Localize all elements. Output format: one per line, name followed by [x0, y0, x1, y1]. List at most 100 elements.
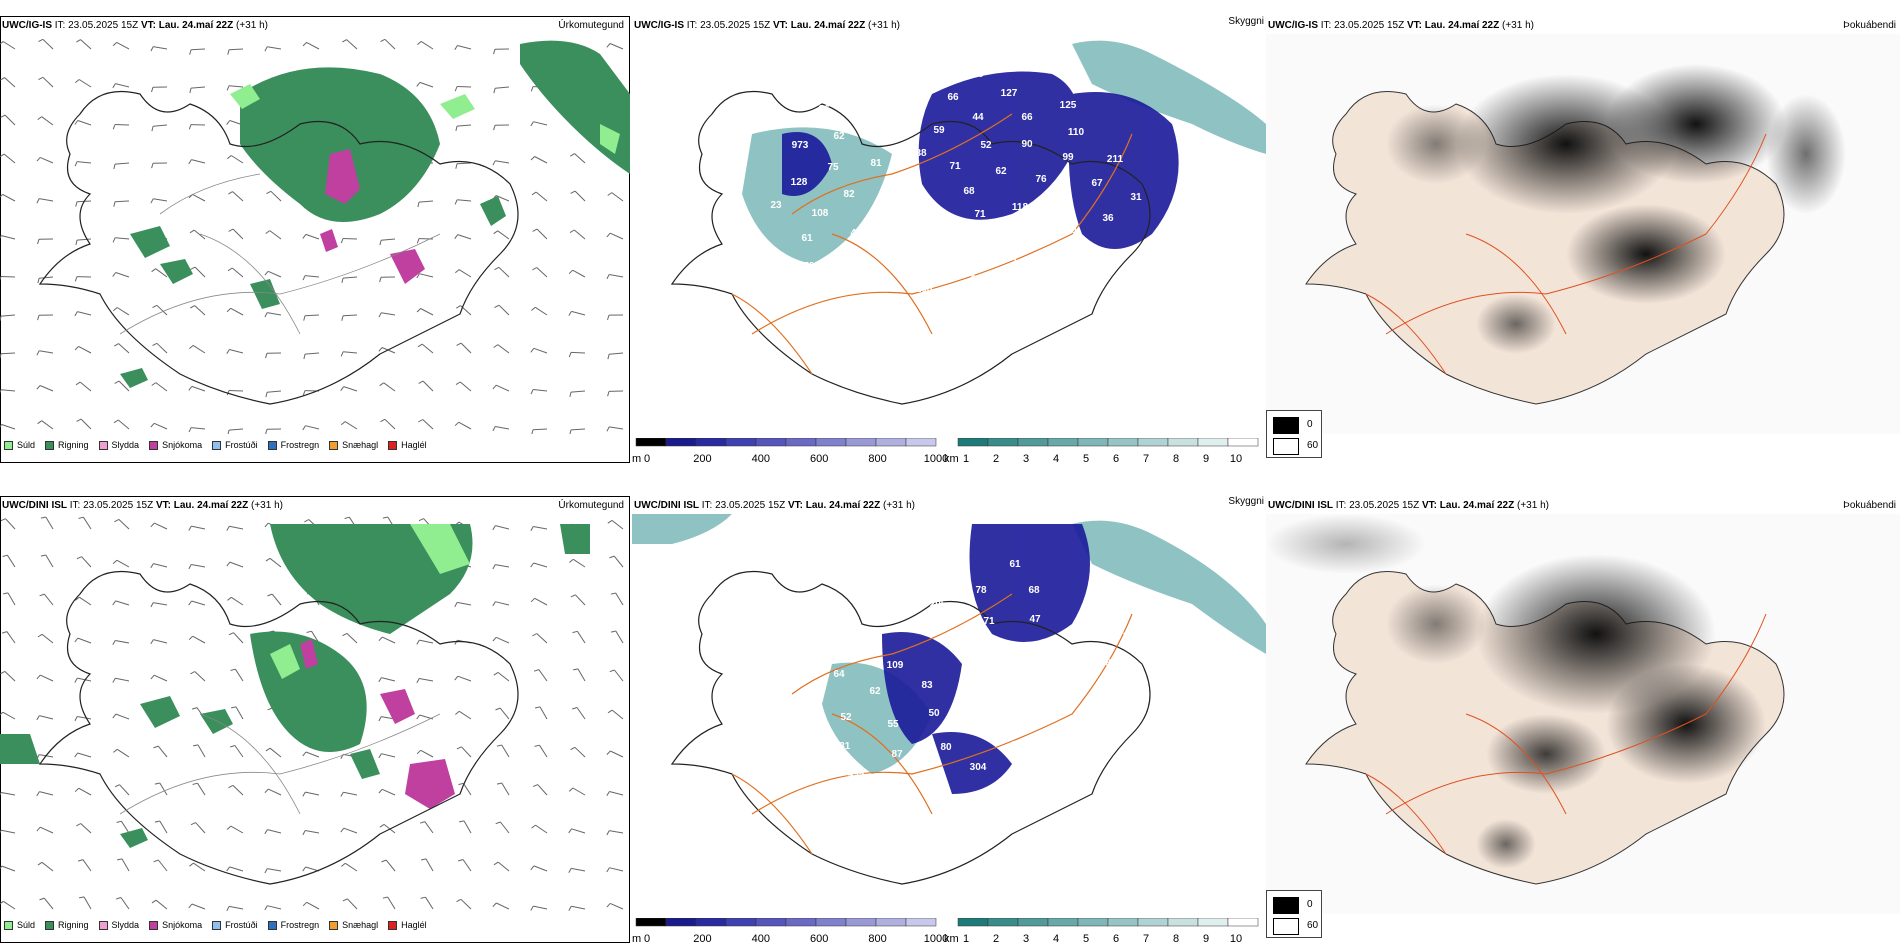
wind-barb-feather: [382, 896, 388, 899]
fog-legend-label: 0: [1307, 419, 1313, 430]
cloud-base-label: 36: [818, 104, 830, 115]
wind-barb-feather: [265, 747, 271, 752]
cloud-base-label: 52: [980, 140, 992, 151]
wind-barb-feather: [606, 426, 610, 432]
wind-barb: [384, 418, 396, 430]
wind-barb-feather: [342, 632, 348, 637]
visibility-tick: 2: [993, 453, 999, 465]
wind-barb-feather: [416, 238, 420, 244]
cloud-base-colorbar-cell: [725, 438, 757, 447]
cloud-base-label: 69: [915, 773, 927, 784]
wind-barb-feather: [226, 307, 232, 313]
wind-barb: [195, 822, 206, 834]
wind-barb-feather: [0, 900, 4, 905]
panel-frame: [0, 496, 630, 943]
valid-time: Lau. 24.maí 22Z: [173, 500, 249, 511]
cloud-base-colorbar-cell: [815, 918, 847, 927]
fog-legend-swatch-0: [1273, 897, 1299, 914]
wind-barb-feather: [570, 594, 576, 598]
cloud-base-label: 44: [972, 112, 984, 123]
wind-barb-feather: [454, 199, 458, 205]
cloud-base-tick: 600: [810, 453, 828, 465]
cloud-base-tick: 800: [868, 453, 886, 465]
precip-rain-areas: [120, 40, 630, 388]
cloud-base-label: 67: [1091, 178, 1103, 189]
wind-barb-feather: [226, 349, 230, 354]
cloud-base-label: 76: [1035, 174, 1047, 185]
wind-barb: [460, 898, 472, 910]
wind-barb: [609, 43, 624, 50]
wind-barb-feather: [530, 86, 534, 92]
cloud-base-label: 170: [776, 656, 793, 667]
wind-barb: [230, 155, 244, 164]
wind-barb: [115, 83, 130, 88]
wind-barb: [609, 274, 624, 278]
cloud-base-label: 52: [974, 721, 986, 732]
wind-barb: [609, 352, 624, 355]
wind-barb-feather: [113, 748, 118, 753]
precip-legend-label: Rigning: [58, 920, 89, 930]
visibility-shading: [742, 40, 1266, 264]
wind-barb: [80, 823, 92, 834]
cloud-base-colorbar-cell: [755, 918, 787, 927]
cloud-base-colorbar-cell: [845, 918, 877, 927]
wind-barb-feather: [74, 346, 79, 351]
cloud-base-label: 82: [843, 189, 855, 200]
wind-barb: [384, 38, 396, 50]
wind-barb: [497, 344, 510, 354]
wind-barb: [456, 124, 472, 127]
wind-barb-feather: [228, 191, 233, 195]
wind-barb: [39, 715, 54, 720]
wind-barb: [501, 782, 510, 796]
cloud-base-label: 108: [1011, 740, 1028, 751]
wind-barb: [342, 314, 358, 317]
wind-barb-feather: [454, 234, 459, 239]
wind-barb: [232, 785, 244, 796]
wind-barb-feather: [114, 343, 119, 347]
wind-barb: [117, 748, 130, 758]
precip-legend-swatch: [212, 920, 222, 930]
wind-barb-feather: [568, 311, 572, 316]
wind-barb: [497, 230, 510, 240]
wind-barb: [39, 350, 54, 354]
visibility-tick: 7: [1143, 933, 1149, 945]
wind-barb-feather: [74, 120, 79, 125]
wind-barb-feather: [0, 711, 4, 716]
cloud-base-label: 31: [1130, 192, 1142, 203]
wind-barb-feather: [570, 153, 575, 157]
wind-barb: [381, 312, 396, 316]
cloud-base-label: 92: [901, 108, 913, 119]
precip-legend-label: Snjókoma: [162, 440, 203, 450]
wind-barb-feather: [418, 518, 424, 522]
wind-barb-feather: [36, 674, 41, 680]
cloud-base-label: 199: [799, 690, 816, 701]
wind-barb: [346, 633, 358, 644]
visibility-colorbar-cell: [1017, 438, 1049, 447]
wind-barb: [192, 344, 206, 354]
wind-barb: [191, 385, 206, 392]
cloud-base-label: 66: [1021, 112, 1033, 123]
wind-barb-feather: [36, 198, 40, 204]
wind-barb: [78, 345, 92, 354]
wind-barb: [305, 425, 320, 430]
wind-barb-feather: [534, 744, 540, 747]
wind-barb-feather: [151, 382, 157, 386]
wind-barb-feather: [302, 866, 307, 872]
wind-barb-feather: [112, 677, 116, 683]
cloud-base-colorbar-cell: [905, 438, 937, 447]
wind-barb-feather: [36, 715, 40, 721]
wind-barb-feather: [150, 674, 155, 680]
wind-barb-feather: [455, 125, 458, 132]
wind-barb: [576, 707, 586, 720]
cloud-base-colorbar-cell: [635, 918, 667, 927]
wind-barb-feather: [606, 43, 611, 48]
wind-barb-feather: [572, 707, 578, 710]
wind-barb-feather: [302, 42, 307, 47]
cloud-base-label: 102: [1021, 227, 1038, 238]
wind-barb-feather: [609, 555, 615, 559]
wind-barb-feather: [188, 525, 192, 531]
precip-snow-areas: [300, 639, 455, 809]
wind-barb: [462, 859, 472, 872]
wind-barb-feather: [607, 709, 613, 714]
wind-barb: [116, 559, 130, 568]
